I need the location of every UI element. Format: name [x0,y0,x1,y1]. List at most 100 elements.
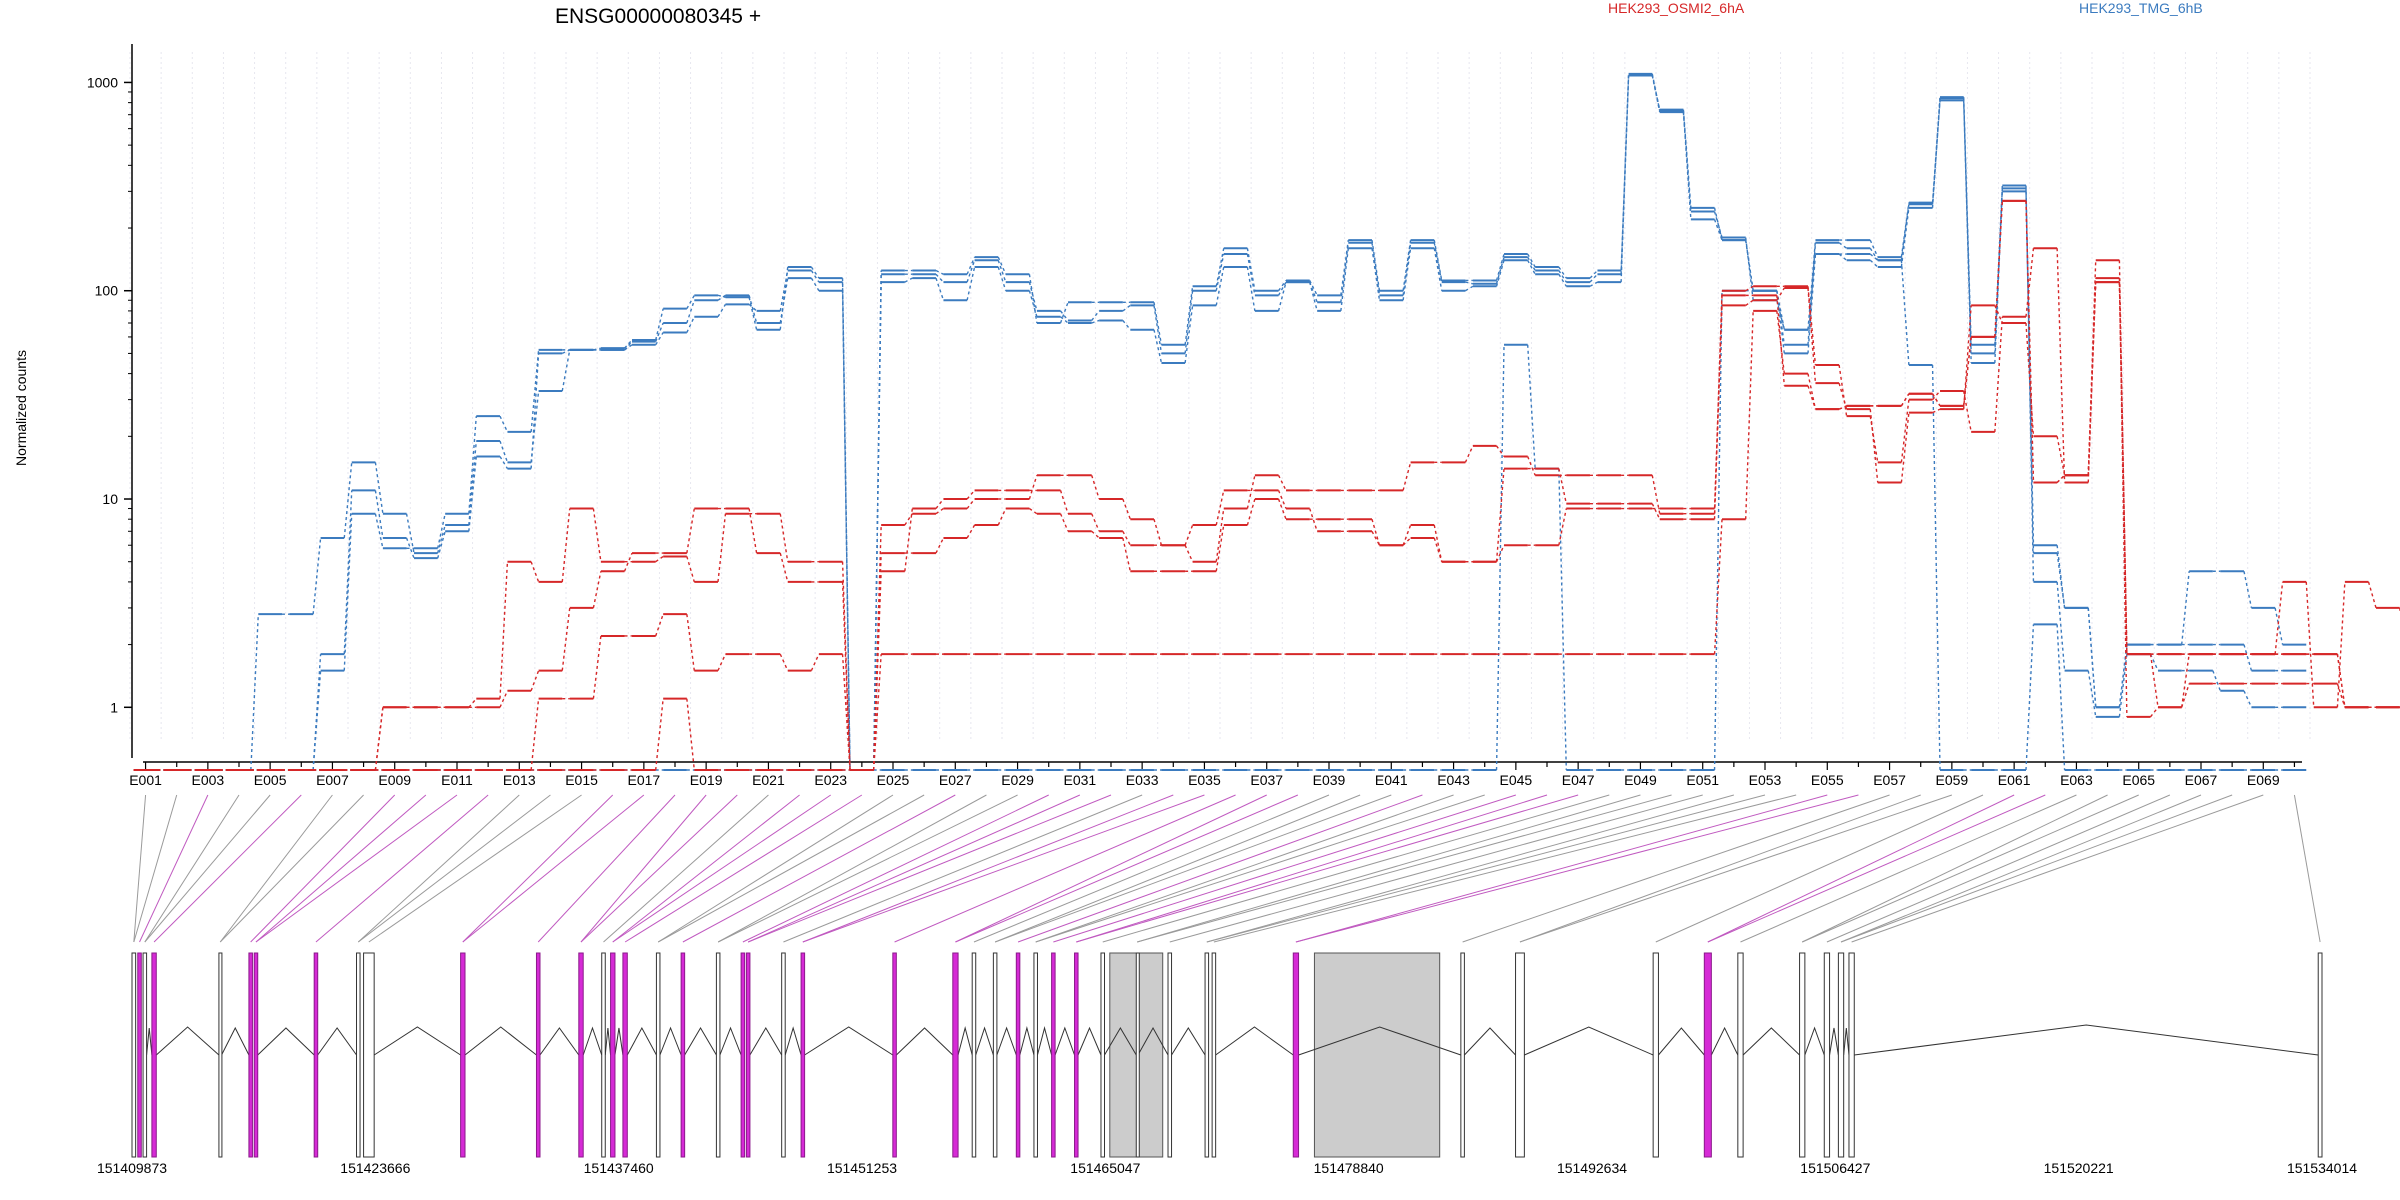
series-connector [872,270,882,771]
series-connector [1059,490,1069,514]
exon-connector [802,794,1174,943]
series-connector [686,316,695,333]
intron-line [659,1026,682,1056]
exon-block-highlighted [1074,952,1079,1158]
exon-connector [144,794,271,943]
series-connector [2087,607,2097,708]
series-connector [686,556,695,583]
genome-tick-label: 151465047 [1070,1160,1140,1176]
series-connector [655,613,664,637]
exon-connector [1826,794,2171,943]
series-connector [1029,507,1038,515]
exon-connector [894,794,1236,943]
x-tick-label: E045 [1500,772,1533,788]
series-connector [1651,73,1661,112]
series-connector [2056,545,2066,609]
series-layer [133,72,2400,771]
exon-block [131,952,137,1158]
intron-line [1298,1026,1462,1056]
exon-connector-lines [133,794,2321,943]
exon-connector [357,794,551,943]
series-connector [2025,322,2035,437]
exon-block [1837,952,1845,1158]
series-connector [1371,248,1381,301]
series-connector [2274,581,2284,655]
x-tick-label: E033 [1126,772,1159,788]
intron-line [155,1026,220,1056]
exon-block [1167,952,1173,1158]
series-connector [312,670,322,771]
series-connector [499,440,509,463]
series-connector [935,498,945,509]
series-connector [499,456,509,469]
series-connector [655,332,664,346]
series-connector [686,698,696,771]
series-connector [1651,475,1661,514]
exon-connector [717,794,1018,943]
series-connector [841,278,851,771]
series-connector [1558,273,1567,287]
series-connector [686,300,695,324]
series-connector [1277,280,1287,292]
exon-block-highlighted [253,952,259,1158]
series-connector [966,260,976,283]
series-connector [1215,253,1225,291]
exon-block [1737,952,1744,1158]
exon-block-highlighted [745,952,751,1158]
x-tick-label: E061 [1998,772,2031,788]
series-connector [374,462,384,514]
series-connector [592,571,602,609]
intron-line [257,1027,315,1056]
series-connector [2336,654,2346,708]
series-connector [1589,281,1598,287]
exon-connector [133,794,147,943]
series-connector [1807,287,1817,384]
exon-block-highlighted [535,952,541,1158]
series-connector [1091,530,1100,539]
series-connector [997,266,1007,291]
intron-line [957,1026,973,1056]
intron-line [1036,1026,1053,1056]
series-connector [592,635,602,699]
intron-line [582,1026,603,1056]
exon-block [363,952,375,1158]
x-tick-label: E023 [814,772,847,788]
exon-block-highlighted [800,952,806,1158]
exon-block [2317,952,2323,1158]
intron-line [1829,1027,1839,1056]
intron-line [1804,1026,1825,1056]
series-connector [499,415,509,433]
exon-block-highlighted [1015,952,1021,1158]
series-connector [1807,253,1817,354]
intron-line [975,1026,994,1056]
exon-block-highlighted [610,952,616,1158]
series-connector [1402,248,1412,301]
series-connector [2118,654,2128,717]
exon-connector [612,794,800,943]
x-tick-label: E003 [192,772,225,788]
x-tick-label: E011 [441,772,473,788]
exon-connector [973,794,1330,943]
series-connector [1838,382,1848,410]
series-connector [1776,287,1785,301]
series-connector [2181,683,2190,708]
series-connector [2180,571,2190,645]
series-connector [1744,310,1754,520]
series-connector [779,266,789,330]
exon-connector [1840,794,2202,943]
x-tick-label: E017 [628,772,661,788]
series-connector [1558,270,1567,283]
exon-connector [657,794,894,943]
y-tick-label: 10 [102,491,118,507]
series-connector [2305,581,2315,708]
exon-connector [153,794,302,943]
exon-connector [1169,794,1703,943]
series-connector [2118,644,2128,708]
genome-tick-label: 151423666 [340,1160,410,1176]
intron-line [895,1027,954,1056]
exon-connector [144,794,240,943]
series-connector [779,513,789,562]
series-connector [1184,305,1194,364]
series-connector [2087,670,2097,717]
